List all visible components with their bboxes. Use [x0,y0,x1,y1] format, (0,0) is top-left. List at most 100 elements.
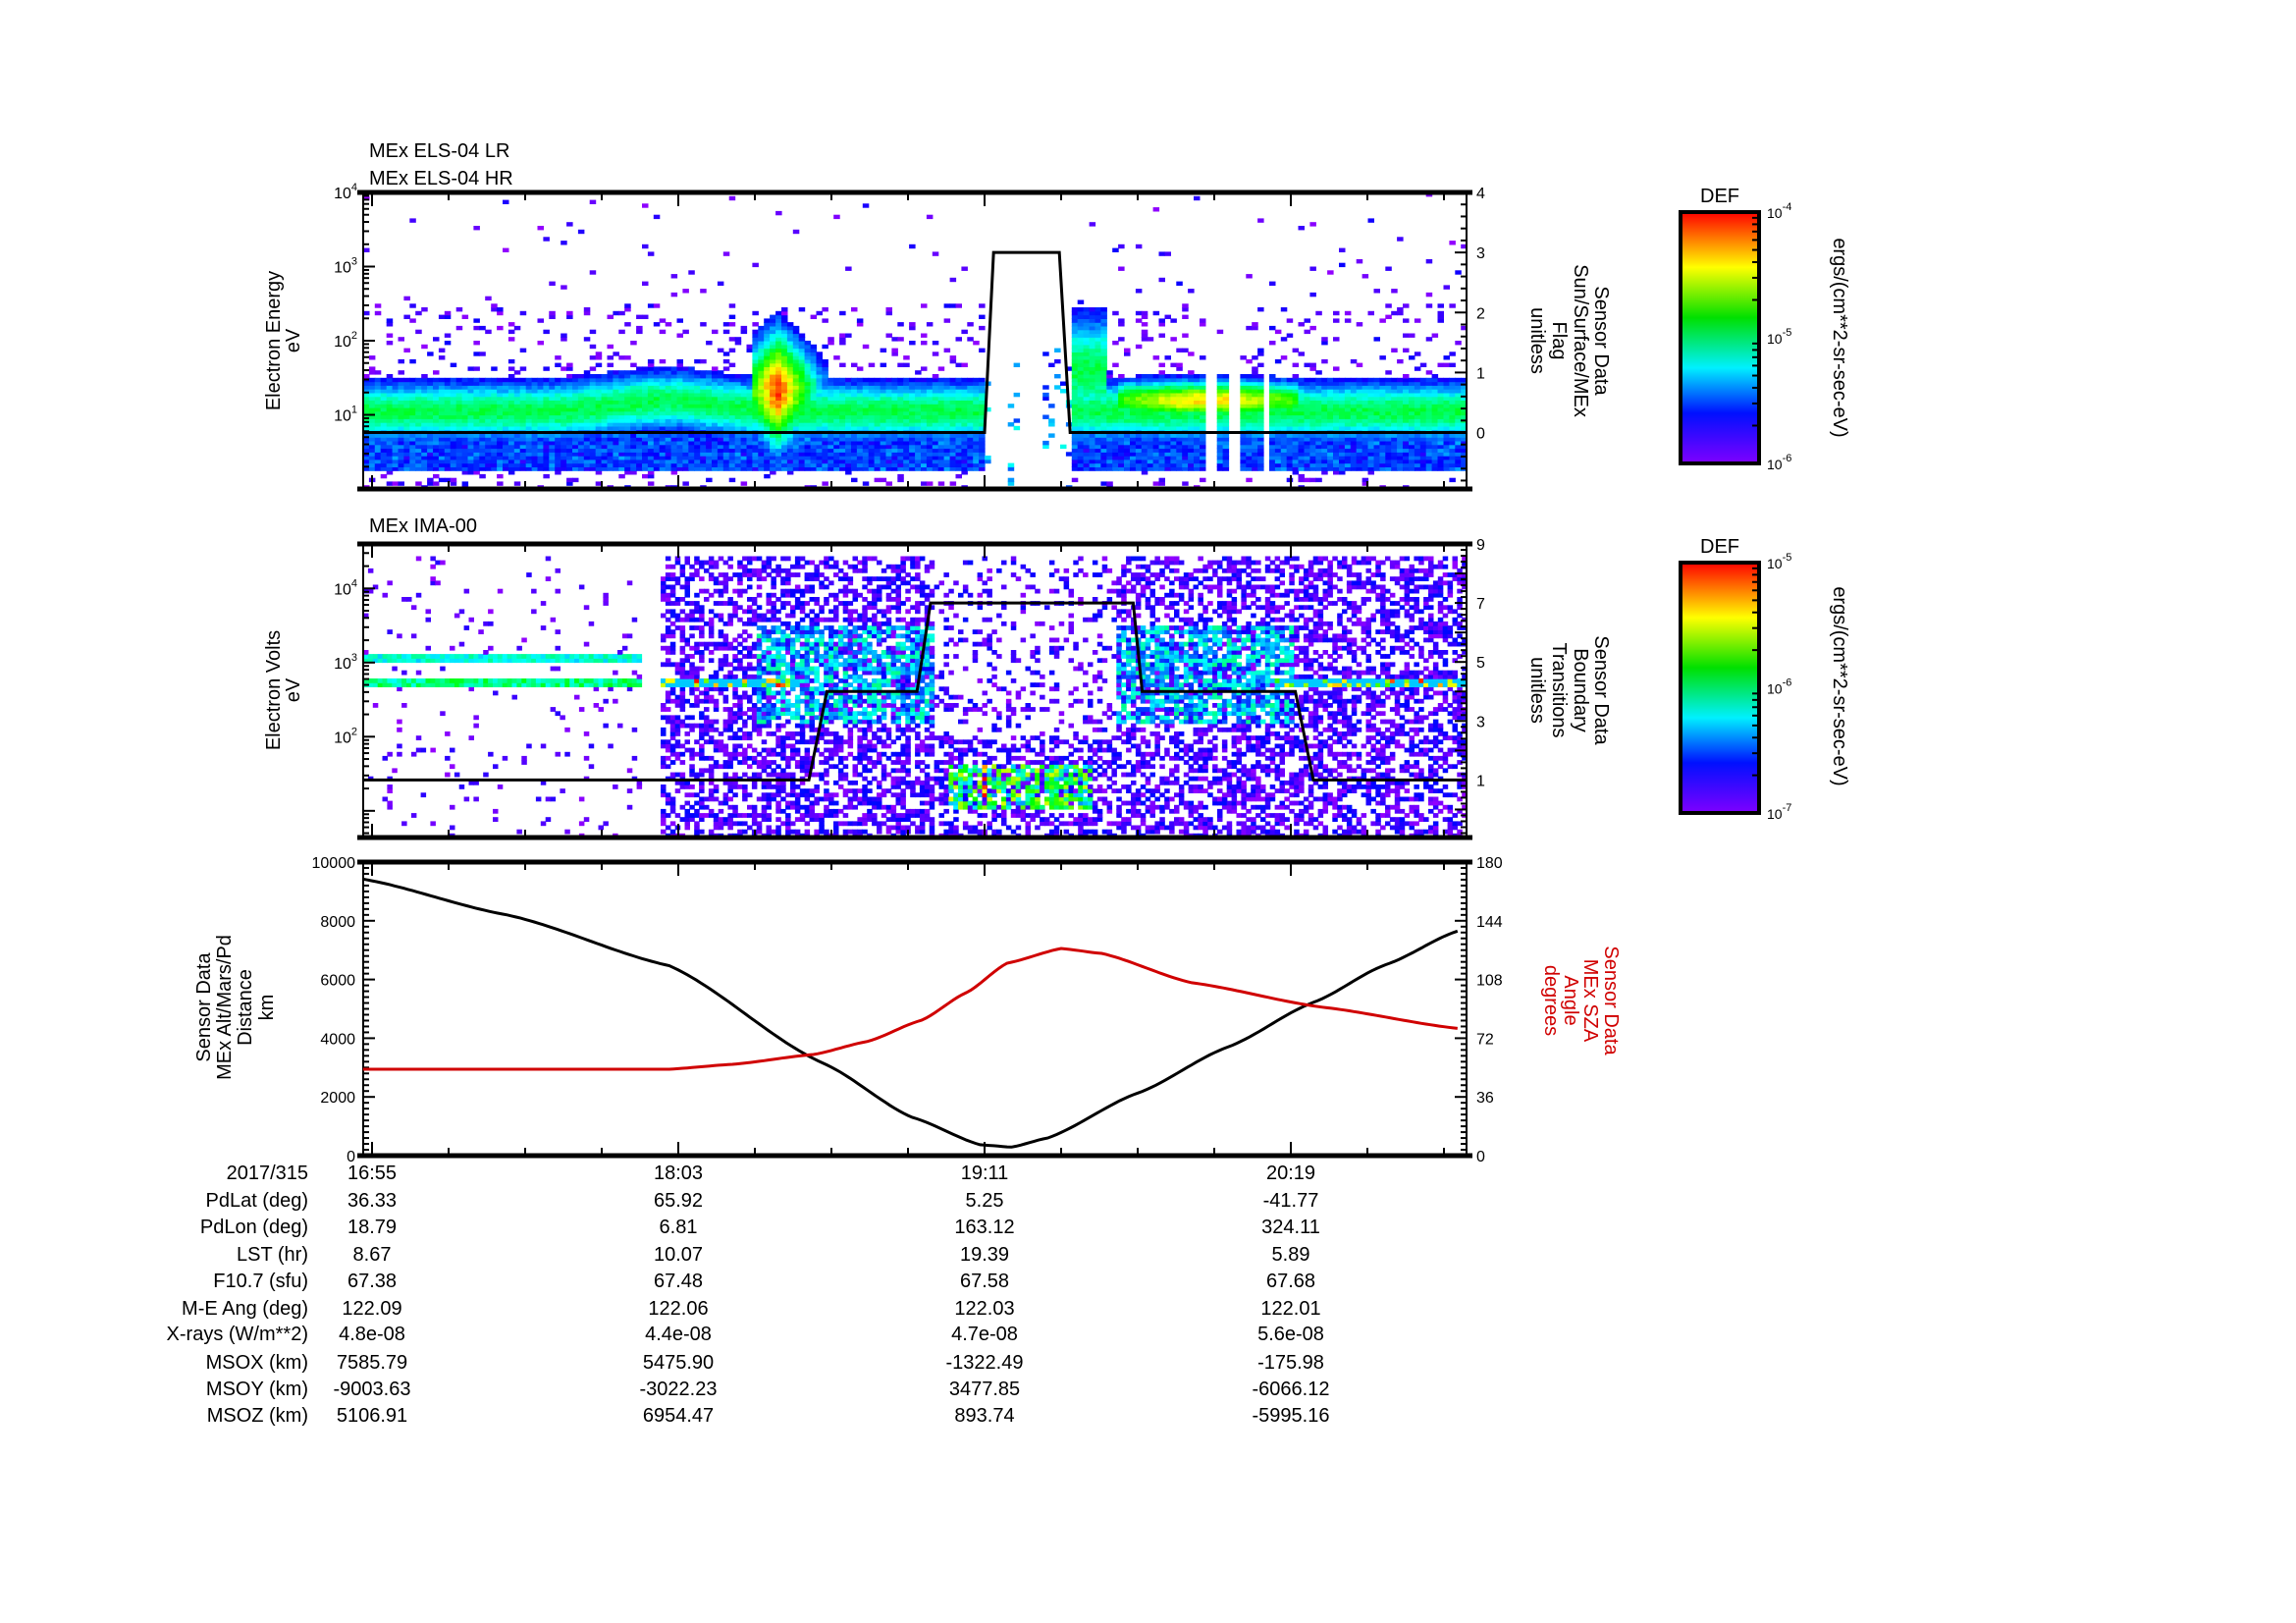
spectrogram-cell [688,410,695,416]
spectrogram-cell [1147,462,1154,467]
spectrogram-cell [979,389,986,394]
spectrogram-cell [1106,481,1113,486]
spectrogram-cell [444,456,452,460]
spectrogram-cell [479,462,486,467]
spectrogram-cell [1194,385,1201,390]
spectrogram-cell [1071,370,1079,375]
spectrogram-cell [595,392,603,398]
spectrogram-cell [770,418,776,423]
spectrogram-cell [752,329,759,335]
spectrogram-cell [519,385,527,390]
spectrogram-cell [613,440,619,446]
spectrogram-cell [909,400,916,405]
spectrogram-cell [1152,452,1160,457]
spectrogram-cell [874,444,881,450]
spectrogram-cell [1425,437,1433,442]
spectrogram-cell [1269,437,1276,442]
spectrogram-cell [479,381,486,386]
spectrogram-cell [967,414,974,419]
spectrogram-cell [636,425,643,431]
spectrogram-cell [479,377,486,383]
spectrogram-cell [1274,385,1282,390]
spectrogram-cell [775,318,782,323]
spectrogram-cell [932,418,939,423]
spectrogram-cell [1112,418,1119,423]
spectrogram-cell [1339,404,1346,408]
spectrogram-cell [722,381,730,386]
spectrogram-cell [722,329,730,335]
spectrogram-cell [937,385,945,390]
spectrogram-cell [1257,307,1264,312]
spectrogram-cell [804,452,812,457]
spectrogram-cell [880,422,887,427]
spectrogram-cell [363,440,370,446]
spectrogram-cell [775,352,782,356]
spectrogram-cell [775,422,782,427]
spectrogram-cell [1333,310,1340,316]
spectrogram-cell [670,366,678,371]
spectrogram-cell [1362,462,1369,467]
spectrogram-cell [589,410,597,416]
spectrogram-cell [851,404,858,408]
spectrogram-cell [555,470,561,475]
spectrogram-cell [891,352,898,356]
spectrogram-cell [438,448,446,453]
spectrogram-cell [1130,406,1137,412]
spectrogram-cell [1414,448,1421,453]
spectrogram-cell [851,406,858,412]
spectrogram-cell [1141,322,1148,327]
spectrogram-cell [1397,400,1404,405]
spectrogram-cell [1106,433,1113,438]
spectrogram-cell [392,444,400,450]
spectrogram-cell [392,425,400,431]
spectrogram-cell [555,400,561,405]
spectrogram-cell [775,348,782,352]
spectrogram-cell [810,452,818,457]
spectrogram-cell [392,404,400,408]
spectrogram-cell [1112,410,1119,416]
spectrogram-cell [1274,329,1282,335]
spectrogram-cell [897,444,904,450]
spectrogram-cell [1373,410,1380,416]
spectrogram-cell [1397,385,1404,390]
spectrogram-cell [1379,425,1386,431]
spectrogram-cell [833,396,840,401]
spectrogram-cell [798,389,806,394]
spectrogram-cell [1135,389,1143,394]
spectrogram-cell [444,389,452,394]
spectrogram-cell [810,366,818,371]
spectrogram-cell [433,425,440,431]
spectrogram-cell [1367,414,1374,419]
spectrogram-cell [1385,440,1392,446]
spectrogram-cell [700,370,707,375]
spectrogram-cell [1391,377,1398,383]
spectrogram-cell [903,381,910,386]
spectrogram-cell [676,422,683,427]
spectrogram-cell [1048,418,1055,423]
spectrogram-cell [583,452,591,457]
spectrogram-cell [752,262,759,268]
spectrogram-cell [706,433,713,438]
spectrogram-cell [1095,329,1101,335]
spectrogram-cell [1304,318,1310,323]
spectrogram-cell [1403,377,1410,383]
spectrogram-cell [781,392,788,398]
spectrogram-cell [804,425,812,431]
spectrogram-cell [734,444,742,450]
spectrogram-cell [851,392,858,398]
spectrogram-cell [572,437,579,442]
spectrogram-cell [1409,425,1415,431]
spectrogram-cell [775,341,782,346]
spectrogram-cell [1188,440,1195,446]
spectrogram-cell [712,329,719,335]
spectrogram-cell [1252,425,1258,431]
spectrogram-cell [1071,329,1079,335]
spectrogram-cell [885,396,892,401]
spectrogram-cell [450,422,457,427]
spectrogram-cell [1222,440,1230,446]
spectrogram-cell [566,452,573,457]
spectrogram-cell [507,322,515,327]
spectrogram-cell [1089,425,1096,431]
spectrogram-cell [1385,266,1392,271]
spectrogram-cell [822,392,828,398]
